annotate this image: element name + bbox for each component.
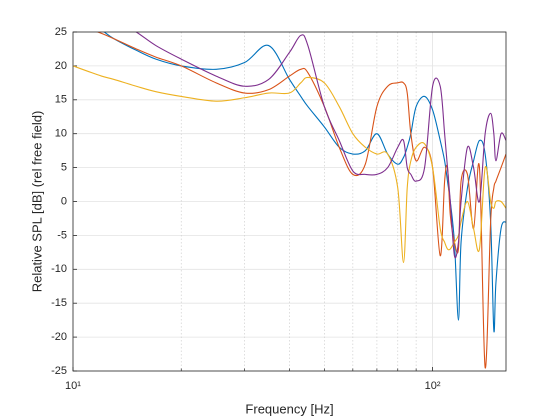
y-tick-label: -15 — [51, 297, 67, 309]
y-tick-label: -10 — [51, 263, 67, 275]
series-line — [103, 32, 506, 333]
series-line — [73, 65, 506, 264]
series-line — [95, 32, 506, 369]
y-tick-label: 10 — [55, 128, 67, 140]
y-tick-label: -20 — [51, 331, 67, 343]
x-tick-label: 10¹ — [65, 380, 81, 392]
axes-box — [72, 31, 507, 372]
series-line — [135, 32, 506, 259]
y-tick-label: -5 — [57, 229, 67, 241]
y-tick-label: 15 — [55, 94, 67, 106]
x-tick-label: 10² — [425, 380, 441, 392]
y-tick-label: -25 — [51, 365, 67, 377]
y-tick-label: 25 — [55, 26, 67, 38]
y-tick-label: 20 — [55, 60, 67, 72]
y-tick-label: 0 — [61, 195, 67, 207]
grid — [72, 31, 506, 372]
y-tick-label: 5 — [61, 162, 67, 174]
x-axis-label: Frequency [Hz] — [245, 401, 333, 416]
labels: -25 -20 -15 -10 -5 0 5 10 15 20 25 10¹ 10² — [51, 26, 441, 392]
y-axis-label: Relative SPL [dB] (rel free field) — [29, 111, 44, 293]
lines — [73, 32, 506, 369]
